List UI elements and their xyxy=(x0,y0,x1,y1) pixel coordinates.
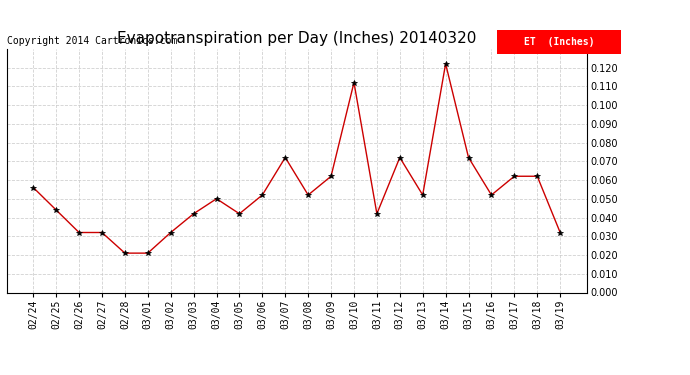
Text: Copyright 2014 Cartronics.com: Copyright 2014 Cartronics.com xyxy=(7,36,177,46)
Title: Evapotranspiration per Day (Inches) 20140320: Evapotranspiration per Day (Inches) 2014… xyxy=(117,31,476,46)
Text: ET  (Inches): ET (Inches) xyxy=(524,37,594,47)
